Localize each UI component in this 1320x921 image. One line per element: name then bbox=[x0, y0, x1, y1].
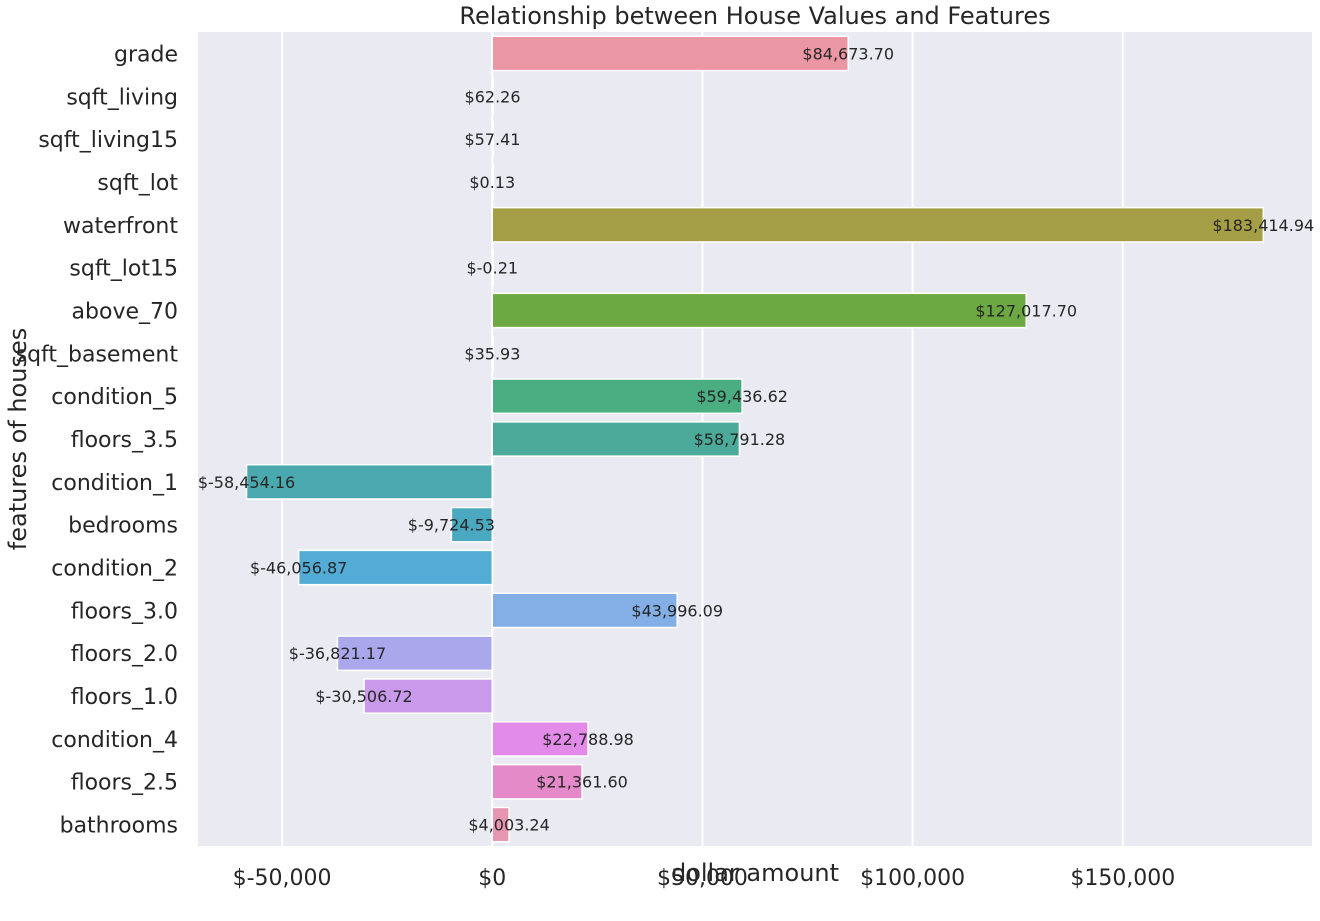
y-tick-label: condition_5 bbox=[51, 385, 178, 410]
y-tick-label: sqft_lot15 bbox=[69, 257, 178, 282]
y-tick-label: grade bbox=[114, 42, 178, 67]
bar bbox=[450, 506, 494, 543]
bar bbox=[491, 78, 495, 115]
y-tick-label: condition_1 bbox=[51, 471, 178, 496]
y-tick-label: sqft_lot bbox=[97, 171, 178, 196]
bar-value-label: $-9,724.53 bbox=[408, 516, 495, 535]
x-axis-label: dollar amount bbox=[671, 859, 839, 887]
bar-value-label: $43,996.09 bbox=[631, 601, 723, 620]
bar bbox=[491, 721, 589, 757]
y-tick-label: floors_2.5 bbox=[71, 771, 178, 796]
bar-value-label: $57.41 bbox=[465, 130, 521, 149]
x-tick-label: $-50,000 bbox=[233, 866, 332, 891]
y-tick-label: above_70 bbox=[72, 299, 178, 324]
bar-value-label: $4,003.24 bbox=[468, 816, 549, 835]
bar-value-label: $21,361.60 bbox=[536, 773, 628, 792]
bar-value-label: $-58,454.16 bbox=[198, 473, 295, 492]
y-axis-label: features of houses bbox=[4, 328, 32, 550]
bar bbox=[491, 763, 583, 800]
y-tick-label: condition_2 bbox=[51, 557, 178, 582]
y-tick-label: floors_3.0 bbox=[71, 599, 178, 624]
bar bbox=[491, 592, 678, 629]
value-labels: $84,673.70 $62.26 $57.41 $0.13 $183,414.94 $-… bbox=[198, 44, 1314, 834]
bar bbox=[336, 635, 494, 672]
bar bbox=[297, 549, 494, 586]
bar-value-label: $-0.21 bbox=[466, 259, 518, 278]
y-tick-label: sqft_basement bbox=[16, 342, 179, 367]
x-tick-label: $0 bbox=[478, 866, 506, 891]
bar-value-label: $127,017.70 bbox=[975, 301, 1077, 320]
x-tick-labels: $-50,000 $0 $50,000 $100,000 $150,000 bbox=[233, 866, 1176, 891]
bar bbox=[363, 678, 494, 714]
bar bbox=[491, 806, 510, 843]
bars bbox=[245, 35, 1265, 843]
x-tick-label: $50,000 bbox=[657, 866, 748, 891]
x-tick-label: $100,000 bbox=[860, 866, 965, 891]
bar-value-label: $-30,506.72 bbox=[315, 687, 412, 706]
bar bbox=[491, 249, 495, 286]
bar bbox=[491, 164, 495, 200]
bar-value-label: $58,791.28 bbox=[694, 430, 786, 449]
bar-value-label: $59,436.62 bbox=[696, 387, 788, 406]
x-tick-label: $150,000 bbox=[1070, 866, 1175, 891]
bar bbox=[491, 378, 743, 415]
bar bbox=[491, 121, 495, 157]
y-tick-label: sqft_living bbox=[66, 85, 178, 110]
bar-value-label: $183,414.94 bbox=[1212, 216, 1314, 235]
bar bbox=[491, 292, 1027, 329]
y-tick-label: bathrooms bbox=[60, 814, 178, 839]
y-tick-label: sqft_living15 bbox=[38, 128, 178, 153]
y-tick-label: floors_2.0 bbox=[71, 642, 178, 667]
chart-title: Relationship between House Values and Fe… bbox=[459, 2, 1050, 30]
bar-value-label: $-36,821.17 bbox=[289, 644, 386, 663]
y-tick-label: floors_3.5 bbox=[71, 428, 178, 453]
bar-value-label: $0.13 bbox=[469, 173, 515, 192]
y-tick-label: waterfront bbox=[63, 214, 178, 239]
y-tick-label: floors_1.0 bbox=[71, 685, 178, 710]
bar bbox=[491, 335, 495, 372]
bar bbox=[491, 421, 741, 457]
bar-value-label: $35.93 bbox=[464, 344, 520, 363]
bar bbox=[491, 35, 849, 72]
bar bbox=[491, 206, 1265, 243]
y-tick-label: condition_4 bbox=[51, 728, 178, 753]
y-tick-label: bedrooms bbox=[68, 514, 178, 539]
bar-value-label: $-46,056.87 bbox=[250, 559, 347, 578]
y-tick-labels: grade sqft_living sqft_living15 sqft_lotwat… bbox=[16, 42, 179, 838]
bar bbox=[245, 463, 494, 500]
bar-value-label: $22,788.98 bbox=[542, 730, 634, 749]
bar-value-label: $62.26 bbox=[465, 87, 521, 106]
bar-value-label: $84,673.70 bbox=[802, 44, 894, 63]
